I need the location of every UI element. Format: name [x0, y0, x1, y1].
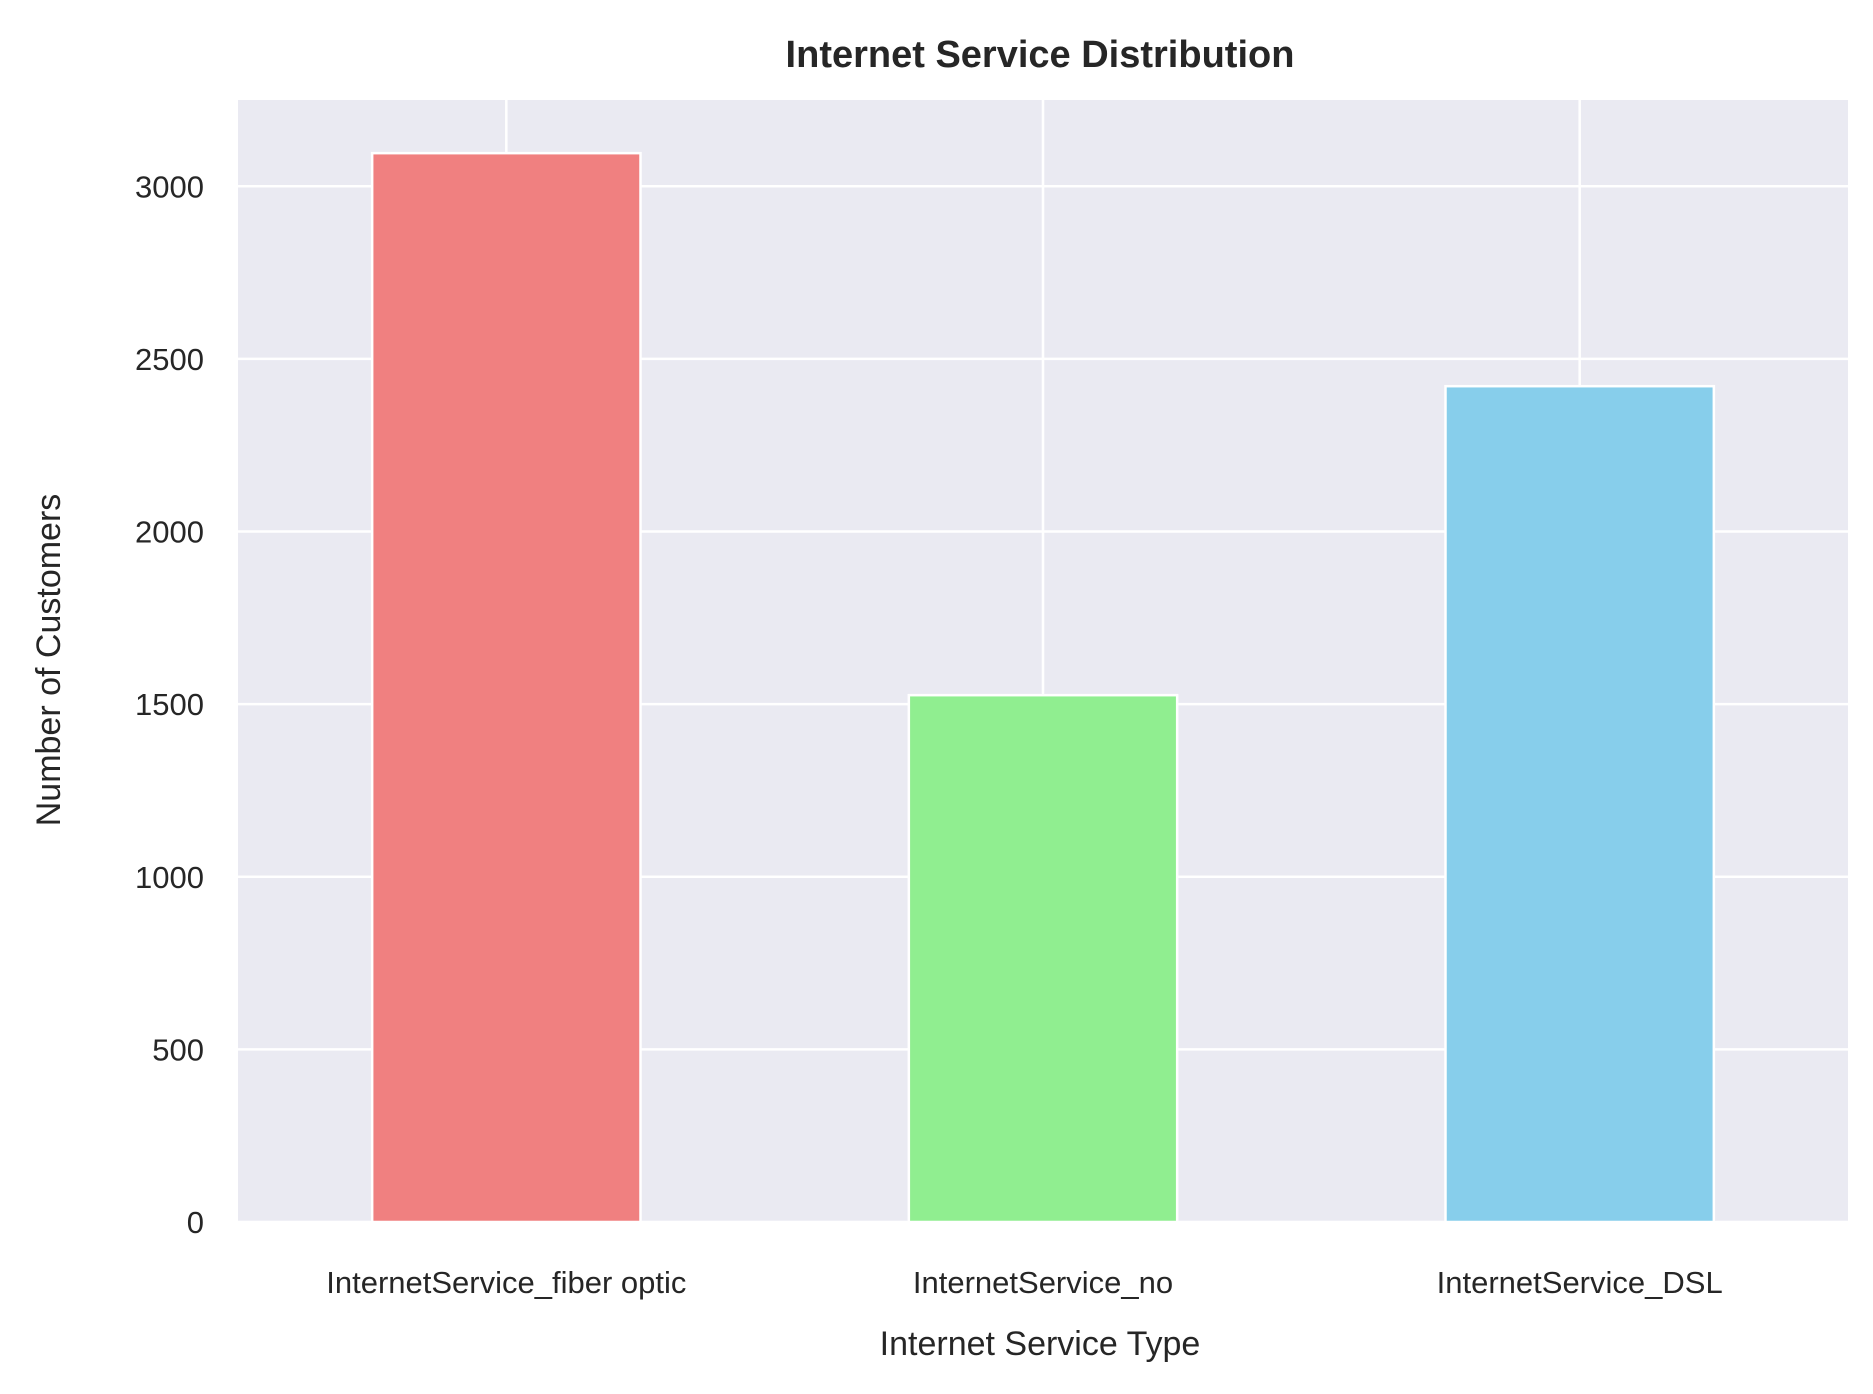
bar-0	[370, 151, 642, 1224]
x-axis-label: Internet Service Type	[880, 1325, 1201, 1363]
y-tick-label-6: 3000	[135, 169, 204, 204]
x-tick-label-1: InternetService_no	[913, 1265, 1173, 1300]
y-tick-label-0: 0	[187, 1205, 204, 1240]
x-tick-label-0: InternetService_fiber optic	[326, 1265, 686, 1300]
y-tick-label-5: 2500	[135, 342, 204, 377]
y-tick-label-2: 1000	[135, 860, 204, 895]
bars	[370, 151, 1716, 1224]
y-tick-label-1: 500	[152, 1032, 204, 1067]
y-tick-label-3: 1500	[135, 687, 204, 722]
x-tick-label-2: InternetService_DSL	[1437, 1265, 1723, 1300]
y-axis-label: Number of Customers	[30, 494, 68, 827]
bar-2	[1444, 384, 1716, 1224]
x-tick-labels: InternetService_fiber optic InternetServi…	[326, 1265, 1722, 1300]
y-tick-labels: 0 500 1000 1500 2000 2500 3000	[135, 169, 204, 1240]
chart-title: Internet Service Distribution	[786, 34, 1295, 76]
y-tick-label-4: 2000	[135, 515, 204, 550]
bar-1	[907, 693, 1179, 1224]
